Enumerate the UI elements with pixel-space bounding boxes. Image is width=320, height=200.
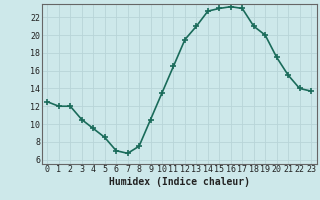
X-axis label: Humidex (Indice chaleur): Humidex (Indice chaleur)	[109, 177, 250, 187]
